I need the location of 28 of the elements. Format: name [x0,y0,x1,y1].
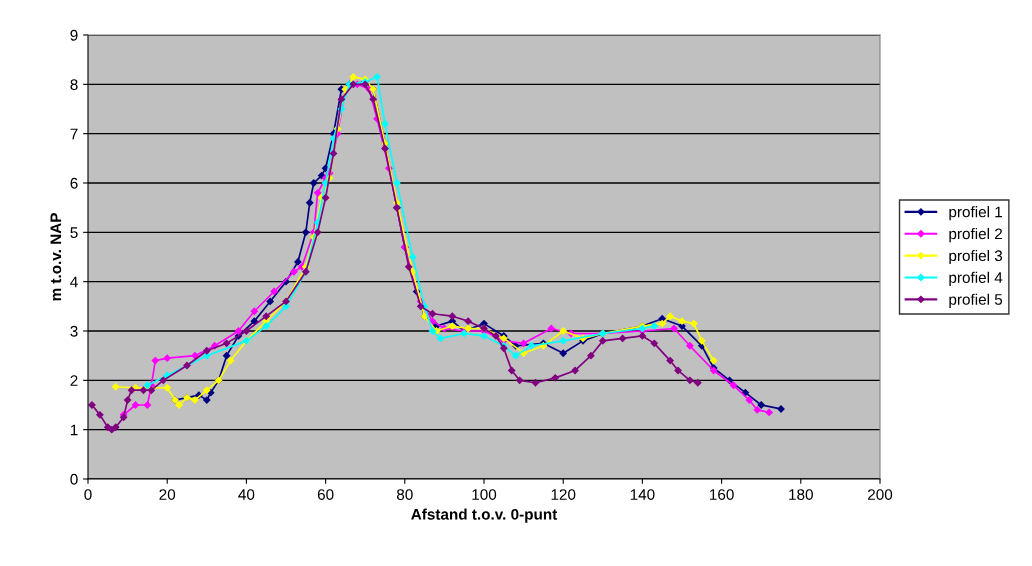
y-tick-label: 2 [70,375,78,386]
y-tick-label: 1 [70,424,78,436]
legend-label: profiel 2 [949,228,1002,243]
x-tick-label: 40 [238,489,255,500]
y-tick-label: 8 [70,79,78,91]
y-tick-label: 3 [70,325,78,337]
x-tick-label: 0 [84,489,92,500]
y-tick-label: 9 [70,29,78,41]
x-axis-title: Afstand t.o.v. 0-punt [411,508,558,523]
legend-label: profiel 4 [949,271,1003,286]
x-tick-label: 80 [396,489,413,500]
x-tick-label: 60 [317,489,334,500]
y-tick-label: 5 [70,227,78,239]
x-tick-label: 140 [630,489,655,500]
y-axis-title: m t.o.v. NAP [50,213,62,301]
legend-label: profiel 1 [949,206,1003,221]
x-tick-label: 160 [710,489,734,500]
x-tick-label: 100 [472,489,497,500]
x-tick-label: 20 [159,489,176,500]
legend-label: profiel 3 [949,249,1003,265]
x-tick-label: 200 [868,489,893,500]
y-tick-label: 0 [70,473,78,485]
x-tick-label: 180 [789,489,813,500]
x-tick-label: 120 [551,489,576,500]
y-tick-label: 7 [70,128,78,140]
y-tick-label: 4 [70,276,78,288]
y-tick-label: 6 [70,177,78,189]
legend-label: profiel 5 [949,293,1003,308]
